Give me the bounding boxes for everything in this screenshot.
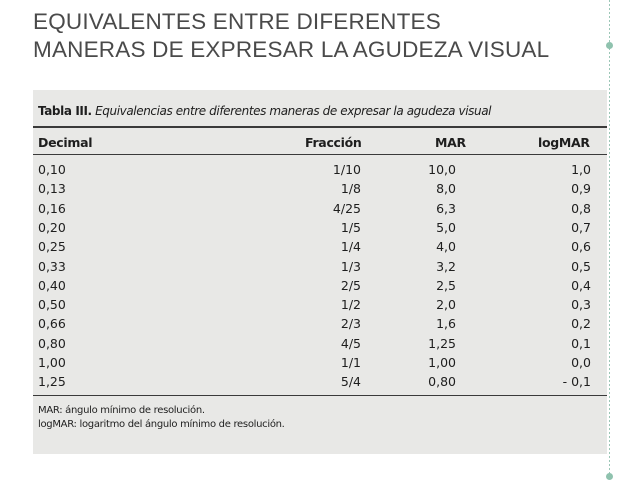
- cell-logmar: 0,8: [571, 200, 591, 216]
- cell-fraccion: 1/8: [340, 181, 361, 197]
- cell-decimal: 0,80: [38, 335, 66, 351]
- table-note: logMAR: logaritmo del ángulo mínimo de r…: [38, 419, 285, 430]
- cell-logmar: 0,1: [571, 335, 591, 351]
- table-top-rule: [33, 126, 607, 128]
- cell-logmar: - 0,1: [562, 374, 591, 390]
- cell-fraccion: 1/2: [340, 297, 361, 313]
- table-row: 0,10 1/10 10,0 1,0: [33, 161, 607, 179]
- cell-logmar: 0,9: [571, 181, 591, 197]
- decorative-dot: [606, 42, 613, 49]
- cell-mar: 1,00: [428, 355, 456, 370]
- table-bottom-rule: [33, 395, 607, 396]
- table-row: 1,25 5/4 0,80 - 0,1: [33, 373, 607, 391]
- table-row: 1,00 1/1 1,00 0,0: [33, 354, 607, 372]
- cell-fraccion: 1/5: [340, 219, 361, 235]
- column-header-fraccion: Fracción: [305, 135, 362, 150]
- table-row: 0,50 1/2 2,0 0,3: [33, 296, 607, 314]
- cell-mar: 8,0: [436, 181, 456, 197]
- column-header-decimal: Decimal: [38, 135, 93, 150]
- decorative-dotted-rule: [609, 0, 610, 479]
- table-row: 0,33 1/3 3,2 0,5: [33, 258, 607, 276]
- cell-mar: 3,2: [436, 258, 456, 274]
- cell-logmar: 0,3: [571, 297, 591, 313]
- table-row: 0,66 2/3 1,6 0,2: [33, 315, 607, 333]
- cell-decimal: 0,66: [38, 316, 66, 332]
- table-caption: Tabla III. Equivalencias entre diferente…: [38, 104, 492, 118]
- decorative-dot: [606, 473, 613, 480]
- cell-fraccion: 2/5: [340, 277, 361, 293]
- cell-mar: 2,5: [436, 277, 456, 293]
- cell-logmar: 0,7: [571, 219, 591, 235]
- cell-decimal: 0,10: [38, 162, 66, 177]
- cell-decimal: 0,25: [38, 239, 66, 255]
- cell-fraccion: 4/25: [332, 200, 361, 216]
- cell-mar: 1,6: [436, 316, 456, 332]
- cell-mar: 4,0: [436, 239, 456, 255]
- cell-fraccion: 1/3: [340, 258, 361, 274]
- cell-decimal: 0,33: [38, 258, 66, 274]
- cell-fraccion: 1/1: [340, 355, 361, 370]
- cell-logmar: 1,0: [571, 162, 591, 177]
- table-row: 0,20 1/5 5,0 0,7: [33, 219, 607, 237]
- cell-logmar: 0,5: [571, 258, 591, 274]
- cell-decimal: 0,16: [38, 200, 66, 216]
- cell-fraccion: 1/4: [340, 239, 361, 255]
- cell-mar: 10,0: [428, 162, 456, 177]
- column-header-logmar: logMAR: [538, 135, 590, 150]
- cell-mar: 5,0: [436, 219, 456, 235]
- slide-title: EQUIVALENTES ENTRE DIFERENTES MANERAS DE…: [33, 9, 550, 62]
- cell-mar: 2,0: [436, 297, 456, 313]
- cell-decimal: 0,20: [38, 219, 66, 235]
- table-row: 0,40 2/5 2,5 0,4: [33, 277, 607, 295]
- cell-fraccion: 4/5: [340, 335, 361, 351]
- cell-decimal: 0,40: [38, 277, 66, 293]
- cell-mar: 1,25: [428, 335, 456, 351]
- table-row: 0,13 1/8 8,0 0,9: [33, 180, 607, 198]
- cell-decimal: 1,00: [38, 355, 66, 370]
- cell-logmar: 0,2: [571, 316, 591, 332]
- table-header-rule: [33, 154, 607, 155]
- cell-fraccion: 5/4: [340, 374, 361, 390]
- cell-mar: 0,80: [428, 374, 456, 390]
- table-note: MAR: ángulo mínimo de resolución.: [38, 405, 205, 416]
- table-row: 0,80 4/5 1,25 0,1: [33, 335, 607, 353]
- cell-fraccion: 1/10: [332, 162, 361, 177]
- cell-fraccion: 2/3: [340, 316, 361, 332]
- cell-mar: 6,3: [436, 200, 456, 216]
- cell-logmar: 0,6: [571, 239, 591, 255]
- table-caption-text: Equivalencias entre diferentes maneras d…: [95, 104, 492, 118]
- cell-decimal: 1,25: [38, 374, 66, 390]
- cell-logmar: 0,0: [571, 355, 591, 370]
- table-row: 0,25 1/4 4,0 0,6: [33, 238, 607, 256]
- cell-logmar: 0,4: [571, 277, 591, 293]
- acuity-equivalence-table: Tabla III. Equivalencias entre diferente…: [33, 90, 607, 454]
- column-header-mar: MAR: [435, 135, 466, 150]
- cell-decimal: 0,50: [38, 297, 66, 313]
- cell-decimal: 0,13: [38, 181, 66, 197]
- table-caption-label: Tabla III.: [38, 104, 92, 118]
- table-row: 0,16 4/25 6,3 0,8: [33, 200, 607, 218]
